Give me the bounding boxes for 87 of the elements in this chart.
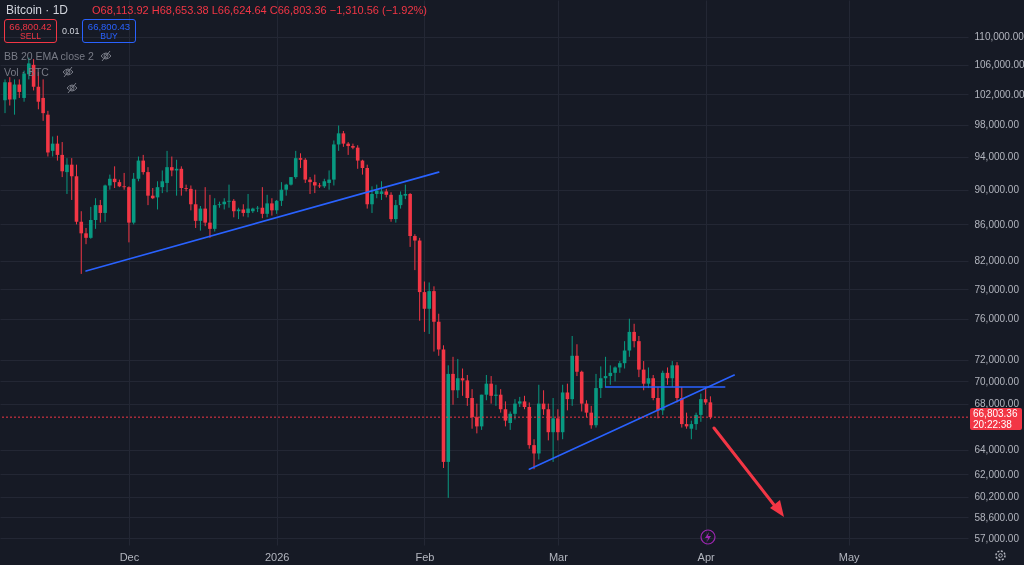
y-tick-label: 98,000.00 xyxy=(974,119,1020,131)
candlestick xyxy=(699,393,703,423)
y-tick-label: 62,000.00 xyxy=(974,468,1020,480)
annotation: BB 20 EMA close 2 xyxy=(4,50,94,63)
annotation: 66,800.42 xyxy=(8,21,53,32)
candlestick xyxy=(651,374,655,401)
candlestick xyxy=(3,78,7,114)
x-tick-label: Mar xyxy=(548,550,569,563)
candlestick xyxy=(170,156,174,177)
y-tick-label: 70,000.00 xyxy=(974,376,1020,387)
candlestick xyxy=(451,356,455,406)
y-tick-label: 79,000.00 xyxy=(974,283,1020,295)
candlestick xyxy=(551,397,555,463)
candlestick xyxy=(370,185,374,214)
x-tick-label: Feb xyxy=(415,550,435,563)
y-tick-label: 94,000.00 xyxy=(974,151,1020,163)
candlestick xyxy=(494,384,498,407)
candlestick xyxy=(513,398,517,420)
annotation: O68,113.92 H68,653.38 L66,624.64 C66,803.36 −1,310.56 (−1.92%) xyxy=(92,4,427,17)
candlestick xyxy=(88,206,93,240)
annotation: BUY xyxy=(99,31,119,42)
y-tick-label: 60,200.00 xyxy=(974,491,1020,503)
y-tick-label: 72,000.00 xyxy=(974,354,1020,366)
candlestick xyxy=(208,194,212,239)
candlestick xyxy=(141,154,146,176)
sell-button: 66,800.42 SELL xyxy=(4,19,57,43)
y-tick-label: 86,000.00 xyxy=(974,218,1020,230)
candlestick xyxy=(265,194,269,218)
candlestick xyxy=(327,169,331,191)
annotation: SELL xyxy=(19,31,42,42)
candlestick xyxy=(394,199,398,224)
x-tick-label: 2026 xyxy=(264,550,290,563)
candlestick xyxy=(184,184,188,192)
candlestick xyxy=(455,358,460,399)
x-tick-label: Dec xyxy=(119,550,140,563)
candlestick xyxy=(7,76,12,106)
ref-line-label: 66,803.36 xyxy=(973,408,1018,420)
candlestick xyxy=(231,198,236,218)
candlestick xyxy=(17,78,22,99)
y-tick-label: 90,000.00 xyxy=(974,184,1020,196)
candlestick xyxy=(694,412,698,431)
candlestick xyxy=(122,172,126,191)
x-tick-label: Apr xyxy=(697,550,716,563)
y-tick-label: 106,000.00 xyxy=(974,59,1024,71)
candlestick xyxy=(69,157,74,201)
candlestick xyxy=(65,157,69,195)
candlestick xyxy=(41,78,45,122)
candlestick xyxy=(575,343,579,377)
candlestick xyxy=(84,227,88,245)
candlestick xyxy=(160,169,165,194)
candlestick xyxy=(79,210,84,275)
candlestick xyxy=(508,411,513,431)
candlestick xyxy=(108,174,112,191)
x-tick-label: May xyxy=(838,550,860,563)
candlestick xyxy=(60,141,64,178)
y-tick-label: 58,600.00 xyxy=(974,511,1020,523)
candlestick xyxy=(227,184,231,209)
y-tick-label: 110,000.00 xyxy=(974,31,1024,43)
candlestick xyxy=(146,166,150,206)
buy-button: 66,800.43 BUY xyxy=(82,19,136,43)
chart-title: Bitcoin · 1D xyxy=(6,3,69,17)
candlestick xyxy=(189,184,193,211)
y-tick-label: 64,000.00 xyxy=(974,444,1020,456)
candlestick xyxy=(632,323,636,348)
candlestick xyxy=(293,150,298,180)
candlestick xyxy=(303,157,308,184)
candlestick xyxy=(313,174,317,194)
candlestick xyxy=(489,375,493,405)
annotation: 66,800.43 xyxy=(86,21,132,32)
candlestick xyxy=(532,438,536,470)
y-tick-label: 102,000.00 xyxy=(974,88,1024,100)
candlestick xyxy=(413,233,417,271)
y-tick-label: 76,000.00 xyxy=(974,313,1020,325)
candlestick xyxy=(427,281,431,335)
candlestick xyxy=(613,365,617,382)
y-tick-label: 68,000.00 xyxy=(974,398,1020,410)
candlestick xyxy=(598,365,603,399)
price-tag: 66,803.36 20:22:38 xyxy=(970,408,1022,431)
y-tick-label: 57,000.00 xyxy=(974,532,1020,544)
annotation: 0.01 xyxy=(62,25,80,38)
candlestick xyxy=(670,360,675,388)
candlestick xyxy=(212,197,217,233)
y-tick-label: 82,000.00 xyxy=(974,255,1020,267)
candlestick xyxy=(270,197,274,217)
candlestick xyxy=(203,186,207,227)
candlestick xyxy=(351,143,355,150)
candlestick xyxy=(379,180,384,201)
